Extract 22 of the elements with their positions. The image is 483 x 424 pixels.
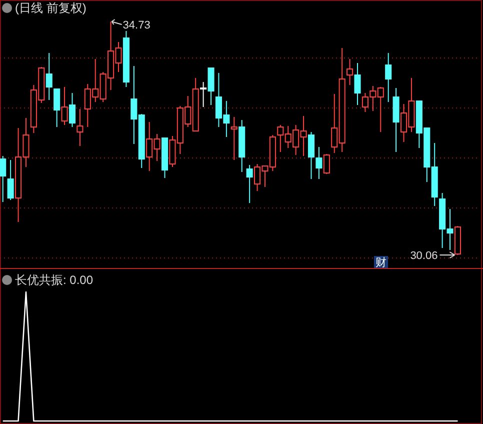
candlestick (323, 154, 330, 174)
candlestick (308, 132, 315, 180)
candlestick (46, 52, 52, 100)
candlestick (208, 68, 214, 106)
annotation: 34.73 (122, 20, 150, 32)
candlestick (200, 82, 207, 108)
candlestick (54, 88, 60, 128)
chart-title: 长优共振: 0.00 (15, 273, 94, 287)
candlestick (346, 58, 354, 86)
chart-title: (日线 前复权) (15, 1, 86, 15)
candlestick (354, 62, 361, 106)
candlestick (246, 164, 253, 204)
text: 财 (376, 256, 386, 269)
candlestick (0, 156, 6, 202)
candlestick (230, 116, 238, 160)
candlestick (385, 52, 392, 102)
candlestick (76, 108, 84, 146)
annotation: 30.06 (410, 250, 438, 262)
candlestick (7, 160, 14, 200)
candlestick (316, 146, 322, 180)
candlestick (68, 92, 76, 128)
candlestick (61, 86, 68, 126)
